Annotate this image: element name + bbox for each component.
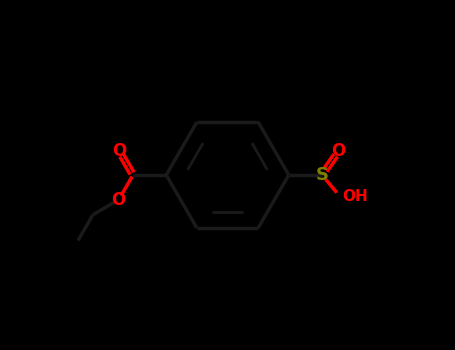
Text: O: O xyxy=(331,142,346,161)
Text: O: O xyxy=(112,142,126,160)
Text: S: S xyxy=(315,166,329,184)
Text: O: O xyxy=(111,191,126,209)
Text: OH: OH xyxy=(342,189,368,204)
